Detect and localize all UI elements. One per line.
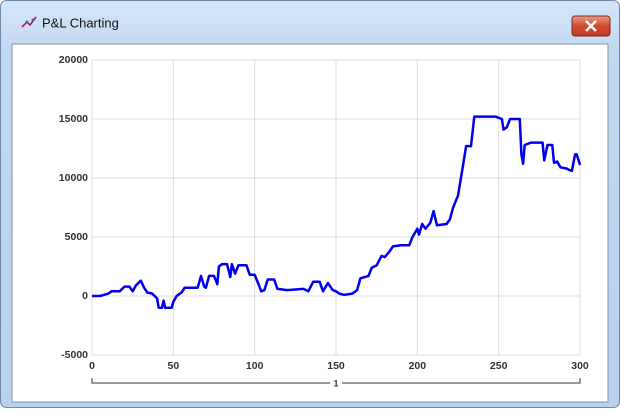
x-tick-label: 200 — [409, 360, 427, 372]
x-tick-label: 300 — [571, 360, 589, 372]
y-tick-label: 5000 — [65, 231, 89, 243]
y-tick-label: 15000 — [59, 113, 88, 125]
x-tick-label: 150 — [327, 360, 345, 372]
x-tick-label: 100 — [246, 360, 264, 372]
window-title: P&L Charting — [42, 15, 119, 30]
close-button[interactable] — [571, 15, 611, 37]
app-icon — [21, 16, 37, 28]
pnl-line — [92, 115, 582, 310]
x-tick-label: 250 — [490, 360, 508, 372]
x-group-label: 1 — [333, 378, 338, 388]
y-tick-label: 0 — [82, 290, 88, 302]
y-tick-label: 20000 — [59, 54, 88, 66]
x-group-label-bg — [330, 377, 342, 389]
x-tick-label: 50 — [167, 360, 179, 372]
chart-area — [11, 43, 609, 403]
y-tick-label: 10000 — [59, 172, 88, 184]
x-tick-label: 0 — [89, 360, 95, 372]
y-tick-label: -5000 — [61, 349, 88, 361]
